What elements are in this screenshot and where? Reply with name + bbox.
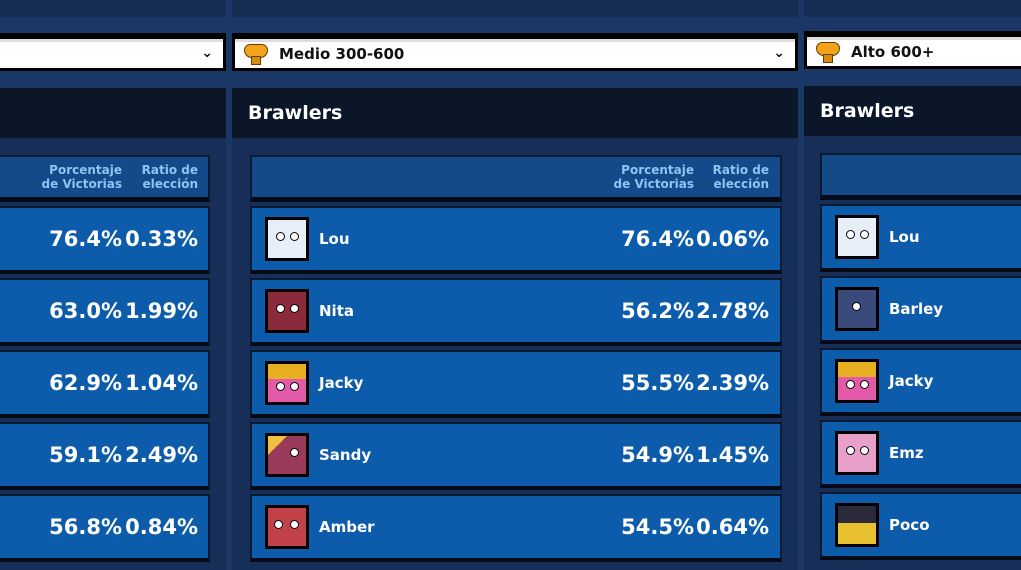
- table-row[interactable]: Amber 54.5% 0.64%: [250, 494, 782, 562]
- brawler-portrait-jacky: [265, 361, 309, 405]
- brawler-portrait-amber: [265, 505, 309, 549]
- table-row[interactable]: 62.9% 1.04%: [0, 350, 210, 418]
- table-row[interactable]: Jacky 55.5% 2.39%: [250, 350, 782, 418]
- brawlers-panel: Porcentaje de Victorias Ratio de elección …: [0, 88, 226, 570]
- table-row[interactable]: Emz: [820, 420, 1021, 488]
- panel-title: Brawlers: [232, 88, 798, 138]
- table-row[interactable]: 63.0% 1.99%: [0, 278, 210, 346]
- table-row[interactable]: Barley: [820, 276, 1021, 344]
- trophy-icon: [815, 41, 840, 63]
- brawler-portrait-barley: [835, 287, 879, 331]
- brawler-portrait-nita: [265, 289, 309, 333]
- chevron-down-icon: ⌄: [773, 45, 785, 61]
- brawlers-panel: Brawlers Lou Barley Jacky Emz Poco: [804, 86, 1021, 570]
- top-bar: [232, 0, 798, 17]
- trophy-range-dropdown[interactable]: Medio 300-600 ⌄: [232, 33, 798, 71]
- chevron-down-icon: ⌄: [201, 45, 213, 61]
- table-row[interactable]: Lou 76.4% 0.06%: [250, 206, 782, 274]
- column-medium: Medio 300-600 ⌄ Brawlers Porcentaje de Vi…: [232, 0, 798, 570]
- trophy-range-dropdown[interactable]: ⌄: [0, 33, 226, 71]
- table-header: Porcentaje de Victorias Ratio de elección: [250, 155, 782, 202]
- table-row[interactable]: Nita 56.2% 2.78%: [250, 278, 782, 346]
- brawler-portrait-sandy: [265, 433, 309, 477]
- brawler-portrait-lou: [835, 215, 879, 259]
- pick-rate-header[interactable]: Ratio de elección: [141, 163, 198, 191]
- pick-rate-header[interactable]: Ratio de elección: [712, 163, 769, 191]
- table-row[interactable]: 76.4% 0.33%: [0, 206, 210, 274]
- table-row[interactable]: Lou: [820, 204, 1021, 272]
- brawlers-panel: Brawlers Porcentaje de Victorias Ratio de…: [232, 88, 798, 570]
- top-bar: [0, 0, 226, 17]
- table-header: Porcentaje de Victorias Ratio de elección: [0, 155, 210, 202]
- table-header: [820, 153, 1021, 200]
- win-rate-header[interactable]: Porcentaje de Victorias: [41, 163, 122, 191]
- panel-title: Brawlers: [804, 86, 1021, 136]
- column-high: Alto 600+ Brawlers Lou Barley Jacky Emz …: [804, 0, 1021, 570]
- trophy-range-dropdown[interactable]: Alto 600+: [804, 31, 1021, 69]
- panel-title: [0, 88, 226, 138]
- column-low: ⌄ Porcentaje de Victorias Ratio de elecció…: [0, 0, 226, 570]
- table-row[interactable]: 56.8% 0.84%: [0, 494, 210, 562]
- table-row[interactable]: Sandy 54.9% 1.45%: [250, 422, 782, 490]
- brawler-portrait-poco: [835, 503, 879, 547]
- win-rate-header[interactable]: Porcentaje de Victorias: [613, 163, 694, 191]
- brawler-portrait-lou: [265, 217, 309, 261]
- table-row[interactable]: Jacky: [820, 348, 1021, 416]
- table-row[interactable]: Poco: [820, 492, 1021, 560]
- brawler-portrait-jacky: [835, 359, 879, 403]
- table-row[interactable]: 59.1% 2.49%: [0, 422, 210, 490]
- brawler-portrait-emz: [835, 431, 879, 475]
- trophy-icon: [243, 43, 268, 65]
- top-bar: [804, 0, 1021, 17]
